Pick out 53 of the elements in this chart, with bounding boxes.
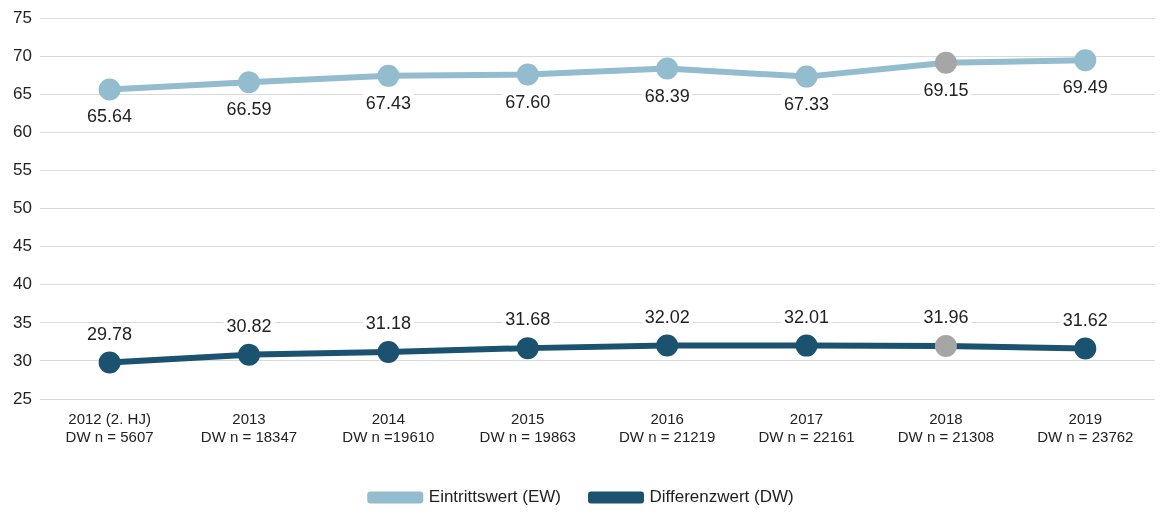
data-label: 67.60 — [505, 91, 551, 112]
y-tick-label: 45 — [12, 236, 32, 256]
x-tick-label: 2016 DW n = 21219 — [618, 410, 716, 446]
point — [795, 334, 818, 357]
x-tick-label: 2014 DW n =19610 — [342, 410, 435, 446]
point — [377, 340, 400, 363]
x-tick-label: 2012 (2. HJ) DW n = 5607 — [65, 410, 154, 446]
point — [377, 64, 400, 87]
data-label: 31.18 — [365, 312, 411, 333]
y-tick-label: 75 — [12, 7, 32, 27]
data-label: 31.96 — [923, 306, 969, 327]
x-tick-label: 2019 DW n = 23762 — [1037, 410, 1134, 446]
x-tick-label: 2015 DW n = 19863 — [479, 410, 576, 446]
data-label: 68.39 — [644, 85, 690, 106]
point — [656, 57, 679, 80]
point — [98, 351, 121, 374]
data-label: 67.33 — [784, 93, 830, 114]
data-label: 69.15 — [923, 79, 969, 100]
data-label: 67.43 — [365, 92, 411, 113]
point — [934, 51, 957, 74]
y-tick-label: 70 — [12, 45, 32, 65]
data-label: 66.59 — [226, 99, 272, 120]
y-tick-label: 30 — [12, 350, 32, 370]
point — [516, 337, 539, 360]
data-label: 29.78 — [87, 323, 133, 344]
data-label: 32.01 — [784, 306, 830, 327]
data-label: 31.62 — [1062, 309, 1108, 330]
y-tick-label: 50 — [12, 198, 32, 218]
y-tick-label: 55 — [12, 160, 32, 180]
x-tick-label: 2013 DW n = 18347 — [200, 410, 298, 446]
y-tick-label: 65 — [12, 84, 32, 104]
point — [656, 334, 679, 357]
point — [795, 65, 818, 88]
point — [516, 63, 539, 86]
data-label: 65.64 — [87, 106, 133, 127]
legend-label: Differenzwert (DW) — [649, 487, 794, 507]
y-tick-label: 25 — [12, 388, 32, 408]
legend-label: Eintrittswert (EW) — [428, 487, 562, 507]
data-label: 69.49 — [1062, 77, 1108, 98]
data-label: 30.82 — [226, 315, 272, 336]
point — [1074, 49, 1097, 72]
data-label: 31.68 — [505, 309, 551, 330]
point — [1074, 337, 1097, 360]
point — [237, 343, 260, 366]
y-tick-label: 60 — [12, 122, 32, 142]
y-tick-label: 35 — [12, 312, 32, 332]
x-tick-label: 2017 DW n = 22161 — [758, 410, 855, 446]
point — [98, 78, 121, 101]
x-tick-label: 2018 DW n = 21308 — [897, 410, 995, 446]
point — [237, 71, 260, 94]
y-tick-label: 40 — [12, 274, 32, 294]
data-label: 32.02 — [644, 306, 690, 327]
point — [934, 334, 957, 357]
